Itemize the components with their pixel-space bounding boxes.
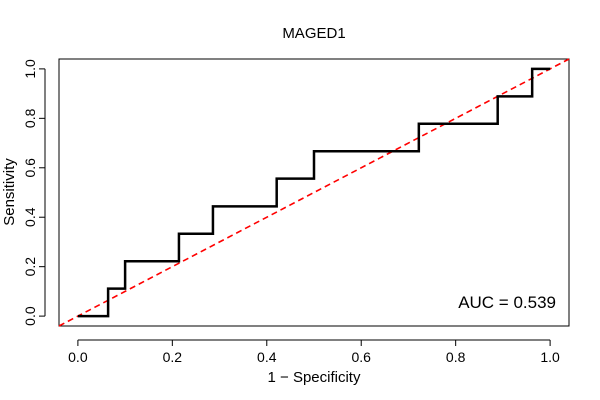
x-tick-label: 1.0 <box>540 349 560 365</box>
x-tick-label: 0.6 <box>351 349 371 365</box>
y-axis-label: Sensitivity <box>1 158 18 226</box>
auc-annotation: AUC = 0.539 <box>458 293 556 312</box>
y-tick-label: 0.8 <box>22 108 38 128</box>
x-axis: 0.0 0.2 0.4 0.6 0.8 1.0 <box>68 339 560 365</box>
x-axis-label: 1 − Specificity <box>268 369 361 386</box>
x-tick-label: 0.0 <box>68 349 88 365</box>
y-tick-label: 0.6 <box>22 158 38 178</box>
roc-curve <box>77 67 551 318</box>
y-axis: 0.0 0.2 0.4 0.6 0.8 1.0 <box>22 59 46 326</box>
plot-frame <box>58 58 570 327</box>
chart-title: MAGED1 <box>282 25 345 42</box>
x-tick-label: 0.2 <box>163 349 183 365</box>
y-tick-label: 1.0 <box>22 59 38 79</box>
x-tick-label: 0.4 <box>257 349 277 365</box>
y-tick-label: 0.2 <box>22 257 38 277</box>
y-tick-label: 0.4 <box>22 207 38 227</box>
x-tick-label: 0.8 <box>446 349 466 365</box>
y-tick-label: 0.0 <box>22 306 38 326</box>
diagonal-reference-line <box>58 58 570 327</box>
